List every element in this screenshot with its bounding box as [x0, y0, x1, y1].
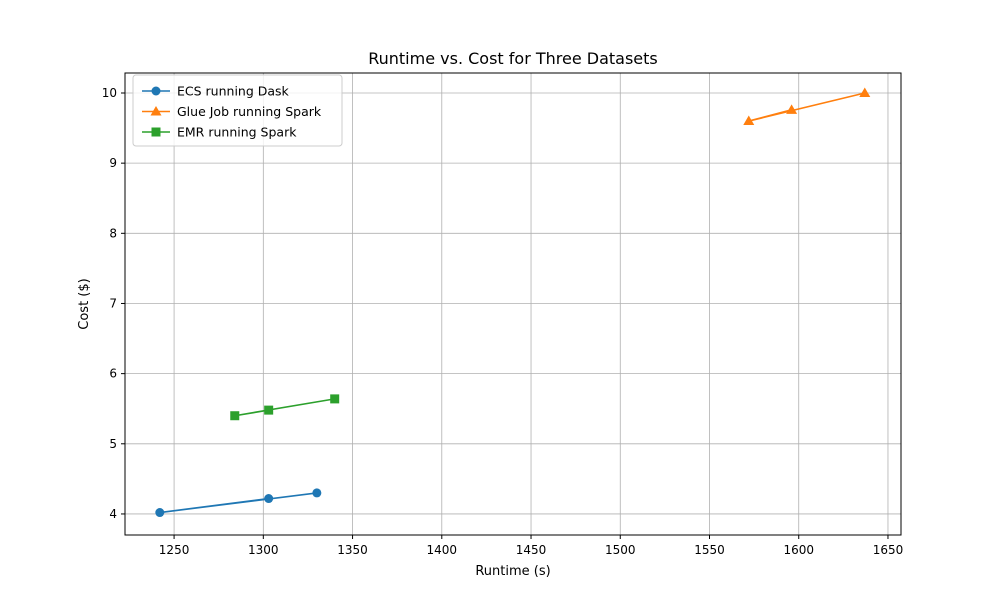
- y-tick-label: 6: [109, 367, 117, 381]
- data-point: [264, 405, 274, 415]
- y-tick-label: 8: [109, 226, 117, 240]
- series: [155, 87, 871, 518]
- data-point: [151, 86, 161, 96]
- data-point: [743, 115, 755, 126]
- legend-label: EMR running Spark: [177, 125, 297, 140]
- x-tick-label: 1250: [159, 543, 190, 557]
- x-tick-label: 1550: [694, 543, 725, 557]
- data-point: [150, 106, 162, 116]
- x-axis-label: Runtime (s): [475, 564, 550, 579]
- x-tick-label: 1350: [337, 543, 368, 557]
- y-tick-label: 4: [109, 507, 117, 521]
- legend-label: ECS running Dask: [177, 84, 290, 99]
- legend-label: Glue Job running Spark: [177, 104, 322, 119]
- plot-frame: [124, 72, 902, 536]
- x-tick-label: 1650: [873, 543, 904, 557]
- x-tick-label: 1450: [516, 543, 547, 557]
- y-tick-label: 9: [109, 156, 117, 170]
- data-point: [330, 394, 340, 404]
- x-tick-label: 1400: [427, 543, 458, 557]
- x-tick-label: 1600: [783, 543, 814, 557]
- ticks: 1250 1300 1350 1400 1450 1500 1550 1600 1650 4 5 6 7…: [102, 86, 904, 557]
- x-tick-label: 1300: [248, 543, 279, 557]
- data-point: [230, 411, 240, 421]
- y-axis-label: Cost ($): [77, 278, 92, 329]
- data-point: [264, 494, 274, 504]
- grid: [125, 73, 901, 535]
- series-line: [159, 492, 317, 514]
- data-point: [155, 508, 165, 518]
- legend: ECS running Dask Glue Job running Spark EM…: [132, 74, 343, 147]
- series-line: [234, 398, 335, 417]
- data-point: [859, 87, 871, 97]
- y-tick-label: 7: [109, 296, 117, 310]
- y-tick-label: 10: [102, 86, 117, 100]
- data-point: [312, 488, 322, 498]
- legend-box: [132, 74, 343, 147]
- data-point: [151, 127, 161, 137]
- data-point: [786, 104, 798, 114]
- chart-title: Runtime vs. Cost for Three Datasets: [368, 49, 658, 68]
- series-line: [748, 92, 865, 122]
- y-tick-label: 5: [109, 437, 117, 451]
- x-tick-label: 1500: [605, 543, 636, 557]
